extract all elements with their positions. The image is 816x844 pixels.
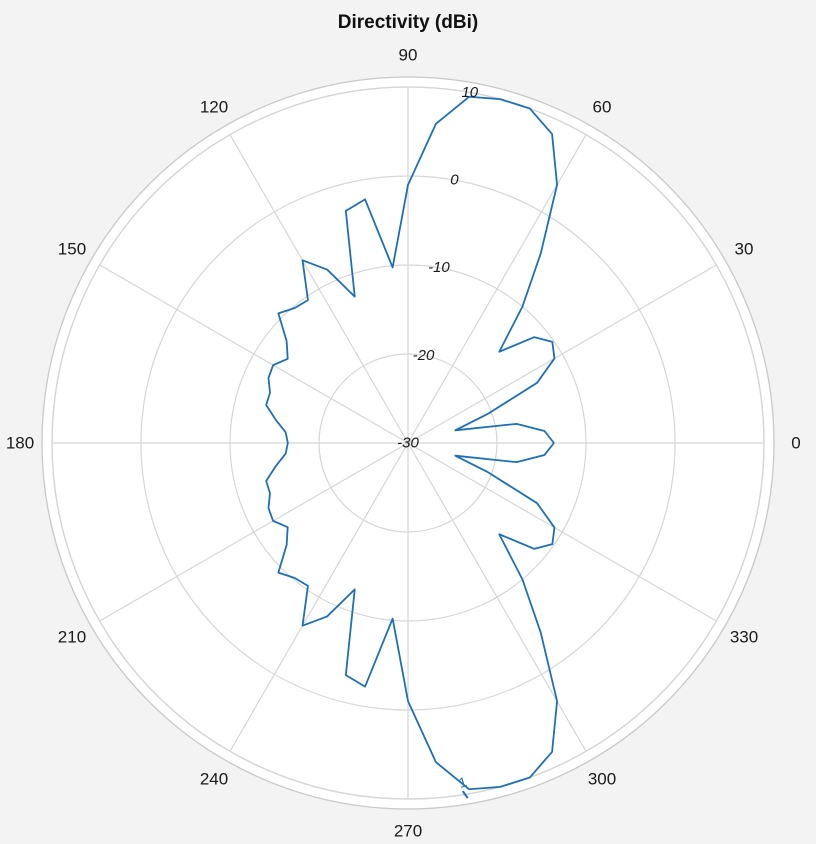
chart-title: Directivity (dBi) [337,12,479,33]
theta-gridline [99,264,409,444]
angle-tick-label: 60 [593,97,612,116]
polar-grid [51,86,765,800]
angle-tick-label: 240 [200,770,228,789]
r-tick-label: 10 [461,84,478,101]
r-tick-label: -10 [428,259,450,276]
theta-gridline [229,442,409,752]
angle-tick-label: 330 [730,628,758,647]
data-marker [461,790,469,799]
tick-labels: 0 30 60 90 120 150 180 210 240 270 300 330 -30 -20 -10… [6,46,801,841]
angle-tick-label: 30 [735,240,754,259]
data-marker-label: 1 [457,773,469,791]
r-tick-label: 0 [450,172,459,189]
angle-tick-label: 270 [394,822,422,841]
theta-gridline [407,442,717,622]
r-tick-label: -30 [397,435,419,452]
angle-tick-label: 120 [200,97,228,116]
theta-gridline [229,134,409,444]
angle-tick-label: 180 [6,434,34,453]
angle-tick-label: 90 [399,46,418,65]
r-tick-label: -20 [413,347,435,364]
series-line [265,95,558,791]
angle-tick-label: 150 [58,240,86,259]
angle-tick-label: 0 [791,434,800,453]
theta-gridline [99,442,409,622]
series-lines [265,95,558,791]
annotations: 1 [457,773,469,799]
angle-tick-label: 210 [58,628,86,647]
theta-gridline [407,264,717,444]
angle-tick-label: 300 [588,770,616,789]
